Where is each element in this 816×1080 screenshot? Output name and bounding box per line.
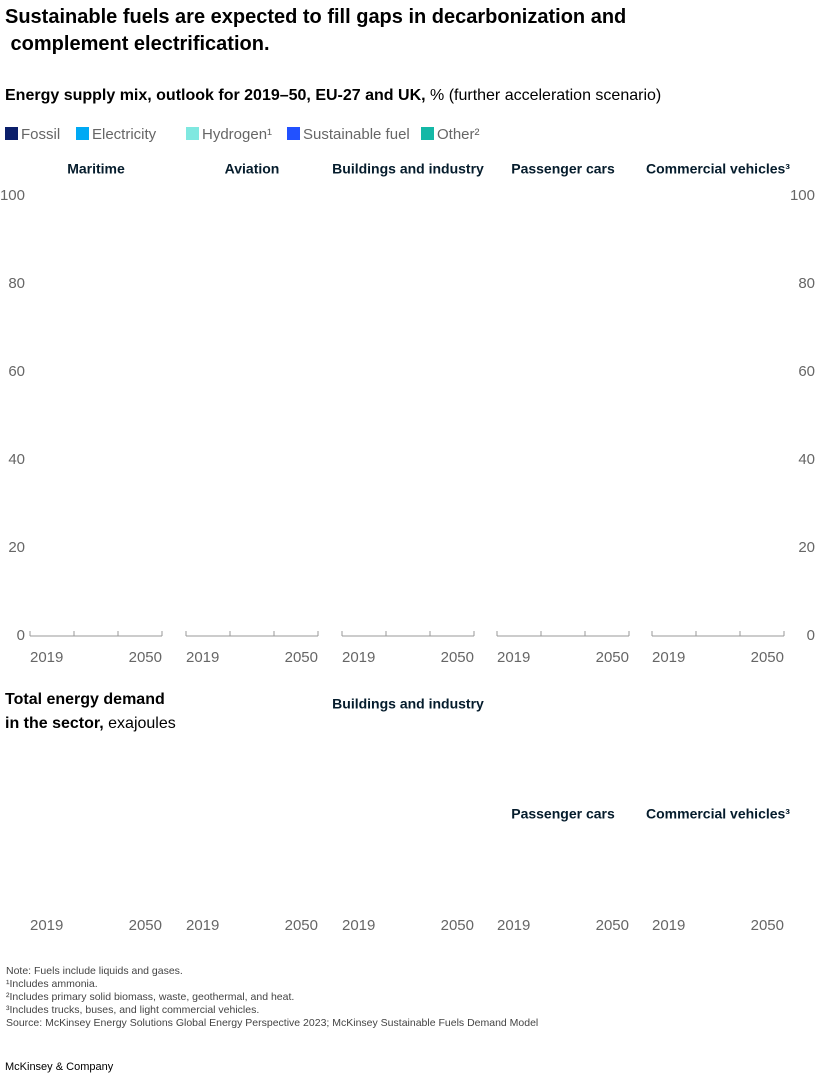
x-tick-label: 2019 (497, 649, 530, 666)
x-tick-label: 2050 (596, 917, 629, 934)
y-tick-label: 0 (807, 627, 815, 644)
subtitle-bold: Energy supply mix, outlook for 2019–50, … (5, 87, 426, 104)
note: ²Includes primary solid biomass, waste, … (6, 991, 294, 1003)
legend-label: Electricity (92, 126, 157, 143)
panel-title: Aviation (225, 161, 280, 177)
title-line: Sustainable fuels are expected to fill g… (5, 6, 626, 55)
footer: McKinsey & Company (5, 1061, 114, 1073)
x-tick-label: 2019 (497, 917, 530, 934)
panel-title: Buildings and industry (332, 161, 484, 177)
x-tick-label: 2050 (129, 649, 162, 666)
y-tick-label: 20 (8, 539, 25, 556)
subtitle: Energy supply mix, outlook for 2019–50, … (5, 87, 661, 104)
y-tick-label: 80 (798, 275, 815, 292)
legend-label: Other² (437, 126, 480, 143)
x-tick-label: 2019 (30, 917, 63, 934)
legend-swatch (287, 127, 300, 140)
x-tick-label: 2019 (652, 649, 685, 666)
demand-subtitle: in the sector, exajoules (5, 715, 176, 732)
x-tick-label: 2019 (652, 917, 685, 934)
y-tick-label: 60 (8, 363, 25, 380)
x-tick-label: 2050 (596, 649, 629, 666)
panel-title: Passenger cars (511, 806, 615, 822)
note: Source: McKinsey Energy Solutions Global… (6, 1017, 538, 1029)
panel-title: Passenger cars (511, 161, 615, 177)
legend-swatch (421, 127, 434, 140)
title-line-2: complement electrification. (5, 33, 270, 55)
legend-swatch (5, 127, 18, 140)
x-tick-label: 2050 (285, 917, 318, 934)
panel-title: Buildings and industry (332, 696, 484, 712)
y-tick-label: 20 (798, 539, 815, 556)
x-tick-label: 2050 (285, 649, 318, 666)
x-tick-label: 2050 (441, 917, 474, 934)
x-tick-label: 2019 (342, 649, 375, 666)
x-tick-label: 2019 (186, 917, 219, 934)
subtitle-unit: % (further acceleration scenario) (430, 87, 661, 104)
demand-title-2: in the sector, (5, 715, 104, 732)
note: ¹Includes ammonia. (6, 978, 98, 990)
demand-unit: exajoules (108, 715, 176, 732)
note: ³Includes trucks, buses, and light comme… (6, 1004, 259, 1016)
x-tick-label: 2050 (441, 649, 474, 666)
legend-label: Hydrogen¹ (202, 126, 272, 143)
y-tick-label: 40 (8, 451, 25, 468)
y-tick-label: 80 (8, 275, 25, 292)
legend-label: Sustainable fuel (303, 126, 410, 143)
x-tick-label: 2019 (186, 649, 219, 666)
x-tick-label: 2019 (342, 917, 375, 934)
x-tick-label: 2019 (30, 649, 63, 666)
panel-title: Commercial vehicles³ (646, 161, 790, 177)
y-tick-label: 40 (798, 451, 815, 468)
panel-title: Commercial vehicles³ (646, 806, 790, 822)
y-tick-label: 100 (0, 187, 25, 204)
x-tick-label: 2050 (751, 649, 784, 666)
note: Note: Fuels include liquids and gases. (6, 965, 183, 977)
title-line-1: Sustainable fuels are expected to fill g… (5, 6, 626, 28)
demand-title: Total energy demand (5, 691, 165, 708)
legend-label: Fossil (21, 126, 60, 143)
legend-swatch (76, 127, 89, 140)
x-tick-label: 2050 (751, 917, 784, 934)
y-tick-label: 100 (790, 187, 815, 204)
y-tick-label: 0 (17, 627, 25, 644)
legend-swatch (186, 127, 199, 140)
y-tick-label: 60 (798, 363, 815, 380)
panel-title: Maritime (67, 161, 125, 177)
x-tick-label: 2050 (129, 917, 162, 934)
